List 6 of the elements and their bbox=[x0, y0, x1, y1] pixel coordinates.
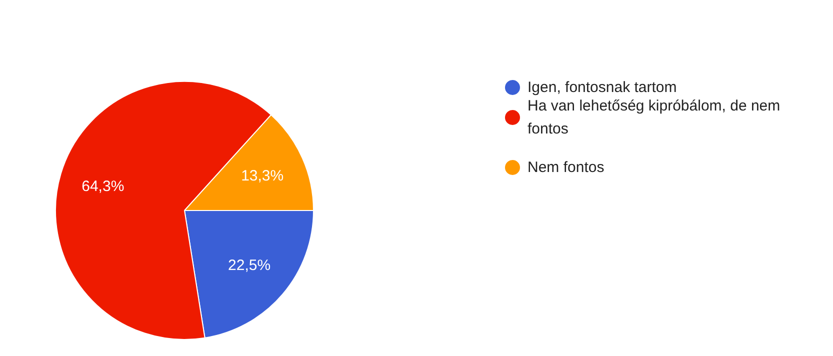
legend-label: Nem fontos bbox=[528, 159, 604, 176]
data-label: 64,3% bbox=[82, 178, 124, 195]
data-label: 22,5% bbox=[228, 257, 271, 274]
legend-label: Igen, fontosnak tartom bbox=[528, 79, 677, 96]
data-label: 13,3% bbox=[241, 167, 284, 184]
legend-label: Ha van lehetőség kipróbálom, de nem fontos bbox=[528, 98, 780, 138]
